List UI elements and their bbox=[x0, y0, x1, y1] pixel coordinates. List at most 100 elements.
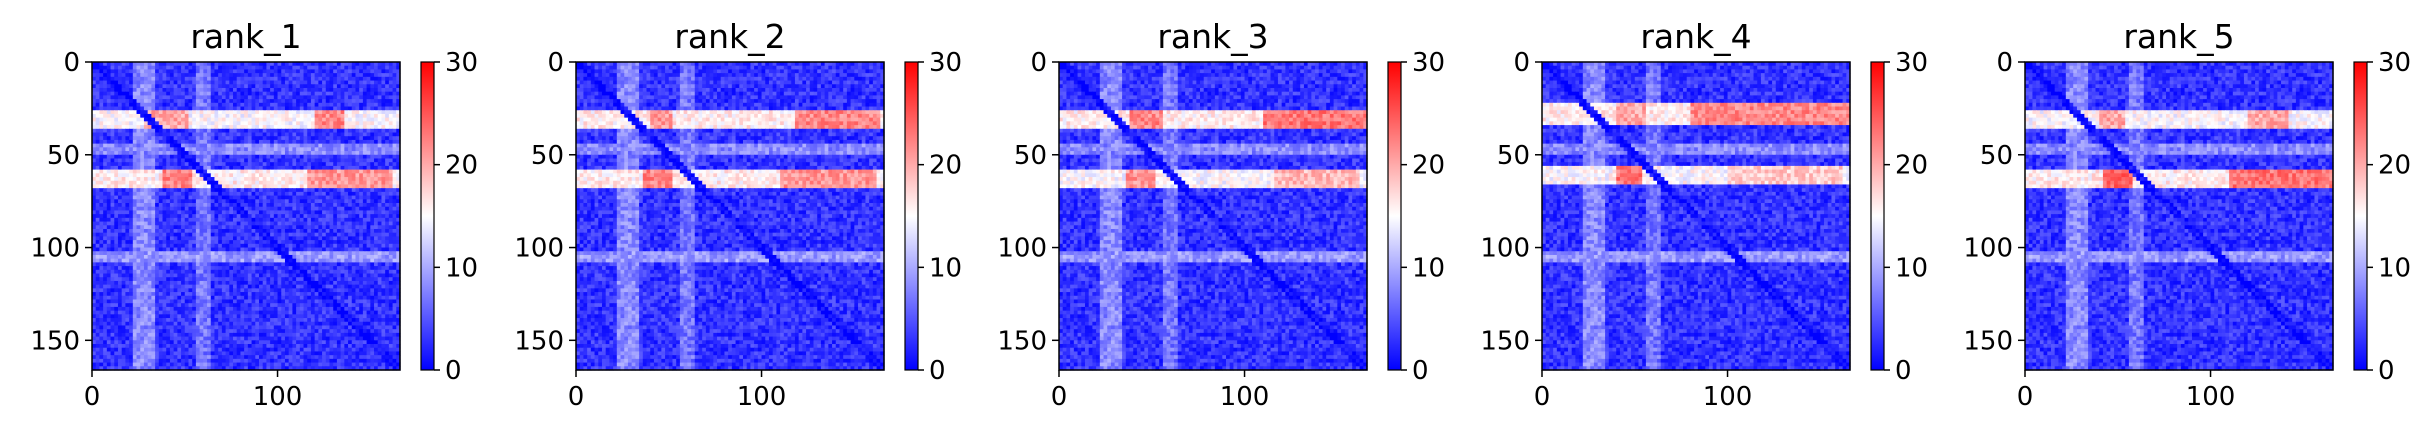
heatmap-cell bbox=[207, 62, 212, 67]
heatmap-cell bbox=[318, 165, 323, 171]
heatmap-cell bbox=[318, 243, 323, 249]
heatmap-cell bbox=[318, 91, 323, 96]
heatmap-cell bbox=[221, 76, 227, 82]
heatmap-cell bbox=[355, 121, 360, 126]
heatmap-cell bbox=[262, 236, 268, 241]
heatmap-cell bbox=[310, 151, 316, 156]
heatmap-cell bbox=[322, 236, 327, 241]
heatmap-cell bbox=[385, 73, 390, 78]
heatmap-cell bbox=[214, 151, 219, 156]
heatmap-cell bbox=[247, 240, 253, 245]
heatmap-cell bbox=[370, 273, 375, 278]
heatmap-cell bbox=[188, 162, 193, 167]
heatmap-cell bbox=[221, 143, 227, 148]
heatmap-cell bbox=[374, 95, 379, 100]
heatmap-cell bbox=[199, 199, 204, 204]
heatmap-cell bbox=[99, 180, 104, 186]
heatmap-cell bbox=[129, 214, 134, 219]
heatmap-cell bbox=[177, 210, 182, 215]
heatmap-cell bbox=[177, 99, 182, 104]
heatmap-cell bbox=[117, 232, 123, 238]
heatmap-cell bbox=[129, 162, 134, 167]
heatmap-cell bbox=[188, 177, 193, 182]
heatmap-cell bbox=[322, 128, 327, 134]
heatmap-cell bbox=[247, 95, 253, 100]
heatmap-cell bbox=[322, 262, 327, 267]
heatmap-cell bbox=[99, 203, 104, 208]
heatmap-cell bbox=[314, 65, 319, 71]
heatmap-cell bbox=[192, 254, 197, 260]
heatmap-cell bbox=[233, 169, 238, 174]
heatmap-cell bbox=[351, 62, 357, 67]
heatmap-cell bbox=[277, 62, 282, 67]
heatmap-cell bbox=[381, 91, 386, 96]
heatmap-cell bbox=[199, 84, 204, 89]
heatmap-cell bbox=[336, 236, 342, 241]
heatmap-cell bbox=[95, 117, 101, 122]
heatmap-cell bbox=[177, 65, 182, 71]
heatmap-cell bbox=[284, 240, 290, 245]
heatmap-cell bbox=[151, 251, 156, 256]
heatmap-cell bbox=[140, 225, 145, 230]
heatmap-cell bbox=[221, 102, 227, 108]
heatmap-cell bbox=[136, 177, 141, 182]
heatmap-cell bbox=[374, 191, 379, 197]
heatmap-cell bbox=[314, 247, 319, 252]
heatmap-cell bbox=[121, 139, 126, 145]
heatmap-cell bbox=[251, 184, 256, 189]
heatmap-cell bbox=[385, 266, 390, 271]
heatmap-cell bbox=[92, 188, 97, 193]
heatmap-cell bbox=[392, 269, 397, 275]
heatmap-cell bbox=[125, 106, 130, 111]
heatmap-cell bbox=[374, 147, 379, 152]
heatmap-cell bbox=[292, 165, 297, 171]
heatmap-cell bbox=[117, 95, 123, 100]
heatmap-cell bbox=[314, 151, 319, 156]
heatmap-cell bbox=[333, 232, 338, 238]
heatmap-cell bbox=[210, 143, 216, 148]
heatmap-cell bbox=[218, 132, 223, 137]
heatmap-cell bbox=[284, 180, 290, 186]
heatmap-cell bbox=[143, 139, 149, 145]
heatmap-cell bbox=[121, 173, 126, 178]
heatmap-cell bbox=[99, 266, 104, 271]
heatmap-cell bbox=[381, 136, 386, 141]
heatmap-cell bbox=[177, 121, 182, 126]
heatmap-cell bbox=[92, 165, 97, 171]
heatmap-cell bbox=[247, 199, 253, 204]
heatmap-cell bbox=[106, 203, 112, 208]
heatmap-cell bbox=[195, 258, 201, 263]
heatmap-cell bbox=[258, 199, 264, 204]
heatmap-cell bbox=[258, 236, 264, 241]
heatmap-cell bbox=[370, 143, 375, 148]
heatmap-cell bbox=[114, 62, 119, 67]
heatmap-cell bbox=[370, 221, 375, 226]
heatmap-cell bbox=[151, 165, 156, 171]
heatmap-cell bbox=[106, 277, 112, 282]
heatmap-cell bbox=[147, 266, 152, 271]
heatmap-cell bbox=[95, 232, 101, 238]
heatmap-cell bbox=[173, 266, 178, 271]
heatmap-cell bbox=[99, 106, 104, 111]
heatmap-cell bbox=[325, 136, 331, 141]
heatmap-cell bbox=[233, 73, 238, 78]
heatmap-cell bbox=[236, 73, 242, 78]
heatmap-cell bbox=[288, 121, 293, 126]
heatmap-cell bbox=[121, 110, 126, 115]
heatmap-cell bbox=[169, 106, 175, 111]
heatmap-cell bbox=[181, 143, 186, 148]
heatmap-cell bbox=[162, 151, 167, 156]
heatmap-cell bbox=[388, 65, 394, 71]
heatmap-cell bbox=[169, 243, 175, 249]
heatmap-cell bbox=[173, 251, 178, 256]
heatmap-cell bbox=[218, 191, 223, 197]
heatmap-cell bbox=[392, 173, 397, 178]
heatmap-cell bbox=[299, 232, 305, 238]
heatmap-cell bbox=[318, 280, 323, 286]
heatmap-cell bbox=[240, 273, 245, 278]
heatmap-cell bbox=[288, 214, 293, 219]
heatmap-cell bbox=[221, 169, 227, 174]
heatmap-cell bbox=[277, 121, 282, 126]
heatmap-cell bbox=[184, 217, 190, 223]
heatmap-cell bbox=[203, 210, 208, 215]
